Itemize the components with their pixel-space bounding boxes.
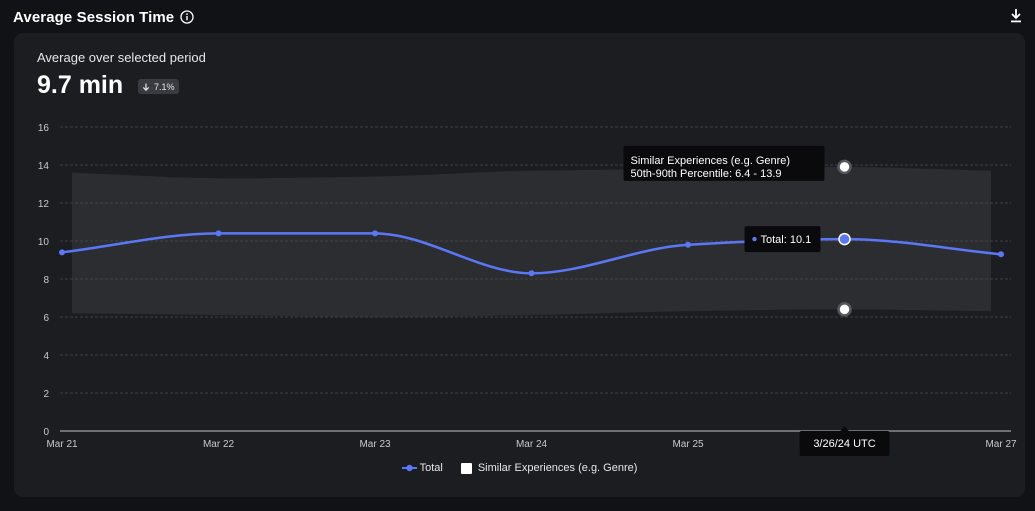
x-tick-label: Mar 23	[359, 439, 391, 450]
band-upper-marker	[837, 159, 852, 175]
date-tooltip-pointer	[839, 426, 850, 432]
highlight-point-total	[838, 232, 851, 246]
x-tick-label: Mar 21	[46, 439, 78, 450]
x-tick-label: Mar 27	[985, 439, 1017, 450]
y-tick-label: 6	[43, 313, 49, 324]
x-tick-label: Mar 25	[672, 439, 704, 450]
data-point-total	[685, 241, 691, 248]
info-icon[interactable]	[180, 10, 194, 24]
total-tooltip	[744, 226, 821, 253]
y-tick-label: 2	[43, 389, 49, 400]
panel-header: Average Session Time	[13, 6, 1025, 28]
delta-value: 7.1%	[154, 81, 175, 92]
summary-value: 9.7 min	[37, 71, 124, 99]
date-tooltip	[799, 431, 890, 456]
legend-line-swatch	[401, 464, 417, 472]
legend-box-swatch	[460, 462, 472, 474]
legend-item-total[interactable]: Total	[401, 462, 443, 474]
delta-badge: 7.1%	[138, 79, 179, 94]
band-tooltip	[623, 145, 825, 181]
legend-item-similar[interactable]: Similar Experiences (e.g. Genre)	[460, 462, 638, 474]
band-tooltip-line1: Similar Experiences (e.g. Genre)	[631, 155, 791, 167]
total-tooltip-text: Total: 10.1	[761, 234, 812, 246]
data-point-total	[372, 230, 378, 237]
y-tick-label: 10	[38, 237, 50, 248]
line-chart: 0 2 4 6 8 10 12 14 16 Mar 21 Mar 22 Mar 23 Mar 24 Mar…	[38, 123, 1017, 456]
panel-title: Average Session Time	[13, 8, 175, 26]
download-icon[interactable]	[1009, 8, 1023, 24]
legend-label-total: Total	[419, 462, 443, 474]
band-lower-marker	[837, 302, 852, 317]
band-tooltip-line2: 50th-90th Percentile: 6.4 - 13.9	[631, 168, 782, 180]
data-point-total	[215, 230, 222, 237]
legend-label-similar: Similar Experiences (e.g. Genre)	[477, 462, 638, 474]
summary-subtitle: Average over selected period	[37, 50, 206, 65]
x-tick-label: Mar 22	[203, 439, 235, 450]
y-tick-label: 0	[43, 427, 49, 438]
percentile-band	[72, 166, 991, 317]
total-tooltip-dot	[752, 236, 757, 242]
date-tooltip-text: 3/26/24 UTC	[813, 438, 875, 450]
y-tick-label: 14	[38, 161, 50, 172]
data-point-total	[59, 249, 65, 256]
y-tick-label: 8	[43, 275, 49, 286]
x-tick-label: Mar 24	[516, 439, 548, 450]
arrow-down-icon	[142, 83, 150, 91]
chart-legend: Total Similar Experiences (e.g. Genre)	[14, 462, 1025, 474]
data-point-total	[528, 270, 535, 277]
y-tick-label: 16	[38, 123, 50, 134]
y-tick-label: 4	[43, 351, 49, 362]
y-tick-label: 12	[38, 199, 50, 210]
chart-card: Average over selected period 9.7 min 7.1…	[14, 33, 1025, 497]
data-point-total	[998, 251, 1004, 258]
